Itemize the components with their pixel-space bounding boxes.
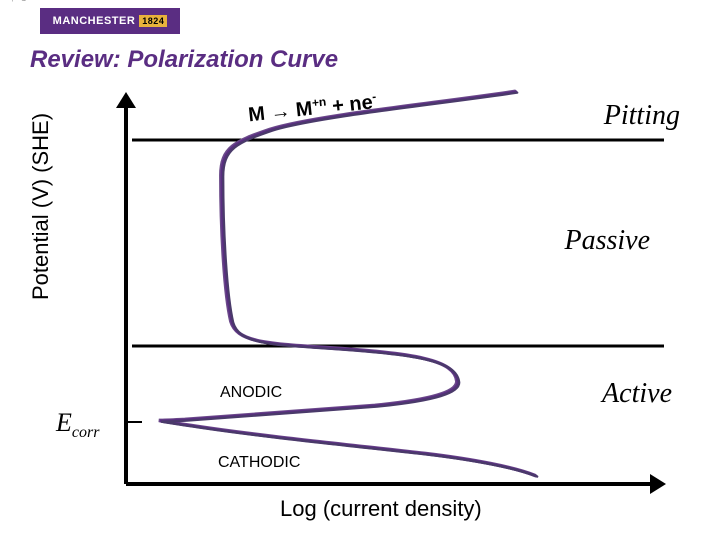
logo-name: MANCHESTER [53,15,136,27]
y-axis-label: Potential (V) (SHE) [28,113,54,300]
university-text: The University of Manchester [12,0,28,6]
polarization-curve [96,86,696,496]
ecorr-label: Ecorr [56,408,99,442]
x-axis-label: Log (current density) [280,496,482,522]
manchester-logo: MANCHESTER 1824 [40,8,180,34]
logo-year: 1824 [139,15,167,27]
page-title: Review: Polarization Curve [30,46,338,74]
